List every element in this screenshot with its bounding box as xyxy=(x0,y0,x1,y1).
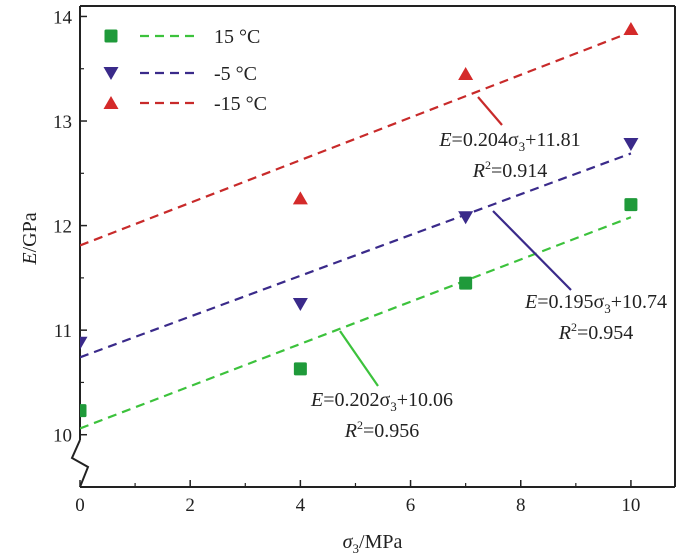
annotation-leader-series-2 xyxy=(477,96,503,126)
equation-constant: +10.06 xyxy=(397,389,453,411)
data-point-series-2 xyxy=(623,22,639,36)
annotation-equation-series-0: E=0.202σ3+10.06 xyxy=(310,389,453,414)
data-point-series-1 xyxy=(80,336,88,350)
x-axis-symbol: σ xyxy=(343,531,354,553)
equation-body: =0.204σ xyxy=(452,129,519,151)
legend-label-series-2: -15 °C xyxy=(214,93,267,115)
data-point-series-1 xyxy=(458,211,474,225)
equation-subscript: 3 xyxy=(390,399,397,414)
y-tick-label: 10 xyxy=(53,426,72,447)
r2-superscript: 2 xyxy=(357,418,363,432)
y-axis-break xyxy=(70,439,90,488)
fit-line-series-0 xyxy=(80,216,632,430)
data-point-series-2 xyxy=(292,191,308,205)
y-tick-label: 13 xyxy=(53,112,72,133)
x-tick-label: 6 xyxy=(406,495,416,516)
r2-value: =0.956 xyxy=(363,420,419,442)
equation-subscript: 3 xyxy=(519,139,526,154)
x-axis-title: σ3/MPa xyxy=(343,531,403,556)
x-tick-label: 8 xyxy=(516,495,526,516)
legend: 15 °C -5 °C -15 °C xyxy=(103,26,267,115)
y-tick-label: 12 xyxy=(53,217,72,238)
r2-superscript: 2 xyxy=(571,320,577,334)
equation-body: =0.202σ xyxy=(323,389,390,411)
r2-superscript: 2 xyxy=(485,158,491,172)
plot-area xyxy=(80,22,639,430)
equation-var: E xyxy=(524,291,537,313)
fit-line-series-1 xyxy=(80,152,632,359)
equation-var: E xyxy=(438,129,451,151)
x-tick-label: 10 xyxy=(621,495,640,516)
data-point-series-0 xyxy=(624,198,638,212)
data-point-series-1 xyxy=(623,138,639,152)
r2-var: R xyxy=(472,160,485,182)
legend-marker-series-1 xyxy=(103,67,119,80)
data-point-series-0 xyxy=(80,404,87,418)
annotation-r2-series-1: R2=0.954 xyxy=(558,320,634,344)
x-axis-subscript: 3 xyxy=(353,541,360,556)
data-point-series-2 xyxy=(458,66,474,80)
annotation-equation-series-1: E=0.195σ3+10.74 xyxy=(524,291,667,316)
annotation-r2-series-0: R2=0.956 xyxy=(344,418,420,442)
equation-subscript: 3 xyxy=(604,301,611,316)
y-tick-label: 11 xyxy=(54,321,72,342)
y-axis-unit: /GPa xyxy=(19,212,41,252)
r2-var: R xyxy=(558,322,571,344)
legend-label-series-1: -5 °C xyxy=(214,63,257,85)
fit-line-series-2 xyxy=(80,31,632,247)
equation-var: E xyxy=(310,389,323,411)
annotation-leader-series-0 xyxy=(339,330,379,387)
x-tick-label: 2 xyxy=(185,495,195,516)
annotation-r2-series-2: R2=0.914 xyxy=(472,158,548,182)
y-axis-symbol: E xyxy=(19,252,41,265)
data-point-series-1 xyxy=(292,298,308,312)
legend-marker-series-2 xyxy=(103,96,119,109)
r2-value: =0.954 xyxy=(577,322,633,344)
equation-constant: +11.81 xyxy=(525,129,581,151)
x-tick-label: 0 xyxy=(75,495,85,516)
equation-body: =0.195σ xyxy=(537,291,604,313)
x-tick-label: 4 xyxy=(296,495,306,516)
y-tick-label: 14 xyxy=(53,7,73,28)
r2-value: =0.914 xyxy=(491,160,547,182)
data-point-series-0 xyxy=(293,362,307,376)
y-axis-title: E/GPa xyxy=(19,212,41,265)
data-point-series-0 xyxy=(459,276,473,290)
annotation-leader-series-1 xyxy=(492,210,572,291)
r2-var: R xyxy=(344,420,357,442)
legend-label-series-0: 15 °C xyxy=(214,26,260,48)
equation-constant: +10.74 xyxy=(611,291,667,313)
legend-marker-series-0 xyxy=(104,29,118,43)
annotation-equation-series-2: E=0.204σ3+11.81 xyxy=(438,129,580,154)
x-axis-unit: /MPa xyxy=(359,531,402,553)
